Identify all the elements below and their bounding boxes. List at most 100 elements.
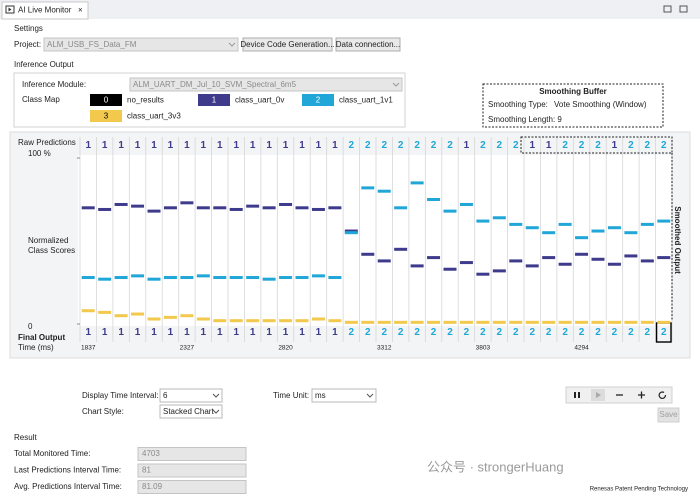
tab-title[interactable]: AI Live Monitor: [18, 6, 72, 15]
field-label: Time Unit:: [273, 391, 309, 400]
score-mark: [657, 320, 671, 324]
smoothing-value: Vote Smoothing (Window): [554, 100, 647, 109]
score-mark: [163, 315, 177, 319]
button-label[interactable]: Data connection...: [336, 40, 400, 49]
score-mark: [180, 201, 194, 205]
unit-value[interactable]: ms: [315, 391, 326, 400]
result-field: [137, 447, 247, 461]
x-tick-label: 3312: [377, 345, 392, 352]
score-mark: [163, 206, 177, 210]
style-value[interactable]: Stacked Chart: [163, 407, 214, 416]
raw-prediction: 2: [414, 140, 420, 151]
final-output: 1: [201, 327, 207, 338]
maximize-button[interactable]: [679, 5, 688, 13]
class-name: class_uart_0v: [235, 96, 284, 105]
score-mark: [624, 254, 638, 258]
score-mark: [558, 320, 572, 324]
field-label: Class Map: [22, 95, 60, 104]
score-mark: [328, 319, 342, 323]
score-mark: [131, 312, 145, 316]
save-button[interactable]: [657, 407, 680, 423]
score-mark: [246, 204, 260, 208]
reset-button[interactable]: [658, 391, 667, 399]
x-tick-label: 4294: [574, 345, 589, 352]
score-mark: [657, 256, 671, 260]
button[interactable]: [242, 37, 333, 52]
raw-prediction: 1: [283, 140, 289, 151]
minimize-button[interactable]: [663, 5, 672, 13]
score-mark: [558, 222, 572, 226]
score-mark: [394, 320, 408, 324]
score-mark: [591, 257, 605, 261]
raw-prediction: 1: [316, 140, 322, 151]
final-output: 2: [645, 327, 651, 338]
x-tick-label: 2327: [180, 345, 195, 352]
score-mark: [279, 276, 293, 280]
score-mark: [509, 222, 523, 226]
final-output: 1: [151, 327, 157, 338]
section-heading: Result: [14, 433, 37, 442]
final-output: 2: [546, 327, 552, 338]
class-swatch: [198, 94, 230, 106]
score-mark: [410, 264, 424, 268]
x-tick-label: 2820: [278, 345, 293, 352]
score-mark: [476, 272, 490, 276]
final-output: 2: [480, 327, 486, 338]
score-mark: [213, 206, 227, 210]
final-output: 1: [184, 327, 190, 338]
score-mark: [344, 229, 358, 233]
score-mark: [213, 276, 227, 280]
score-mark: [131, 204, 145, 208]
class-swatch: [302, 94, 334, 106]
module-value[interactable]: ALM_UART_DM_Jul_10_SVM_Spectral_6m5: [133, 80, 297, 89]
raw-prediction: 1: [135, 140, 141, 151]
score-mark: [476, 219, 490, 223]
raw-prediction: 1: [332, 140, 338, 151]
final-output: 1: [135, 327, 141, 338]
save-label[interactable]: Save: [659, 410, 678, 419]
project-dropdown[interactable]: [43, 37, 239, 52]
raw-prediction: 2: [497, 140, 503, 151]
final-output: 2: [595, 327, 601, 338]
score-mark: [476, 320, 490, 324]
zoom-in-button[interactable]: [638, 391, 645, 399]
class-id: 3: [104, 112, 109, 121]
field-label: Project:: [14, 40, 41, 49]
raw-prediction: 2: [628, 140, 634, 151]
class-swatch: [90, 94, 122, 106]
score-mark: [98, 277, 112, 281]
raw-prediction: 1: [612, 140, 618, 151]
score-mark: [542, 256, 556, 260]
score-mark: [229, 319, 243, 323]
raw-prediction: 1: [217, 140, 223, 151]
button[interactable]: [335, 37, 401, 52]
score-mark: [591, 320, 605, 324]
final-output: 1: [118, 327, 124, 338]
tab[interactable]: [1, 1, 89, 20]
pause-button[interactable]: [574, 392, 580, 398]
unit-dropdown[interactable]: [311, 388, 377, 403]
raw-prediction: 2: [513, 140, 519, 151]
score-mark: [640, 259, 654, 263]
module-dropdown[interactable]: [129, 77, 403, 92]
raw-prediction: 1: [233, 140, 239, 151]
raw-prediction: 1: [168, 140, 174, 151]
class-id: 1: [212, 96, 217, 105]
style-dropdown[interactable]: [159, 404, 223, 419]
final-output: 2: [381, 327, 387, 338]
interval-value[interactable]: 6: [163, 391, 168, 400]
final-output: 1: [283, 327, 289, 338]
raw-prediction: 1: [266, 140, 272, 151]
score-mark: [98, 207, 112, 211]
raw-prediction: 2: [562, 140, 568, 151]
score-mark: [657, 219, 671, 223]
interval-dropdown[interactable]: [159, 388, 223, 403]
score-mark: [624, 320, 638, 324]
score-mark: [492, 269, 506, 273]
result-label: Total Monitored Time:: [14, 449, 90, 458]
button-label[interactable]: Device Code Generation...: [240, 40, 334, 49]
raw-prediction: 2: [431, 140, 437, 151]
score-mark: [147, 277, 161, 281]
tab-close[interactable]: ×: [78, 6, 83, 15]
project-value[interactable]: ALM_USB_FS_Data_FM: [47, 40, 137, 49]
